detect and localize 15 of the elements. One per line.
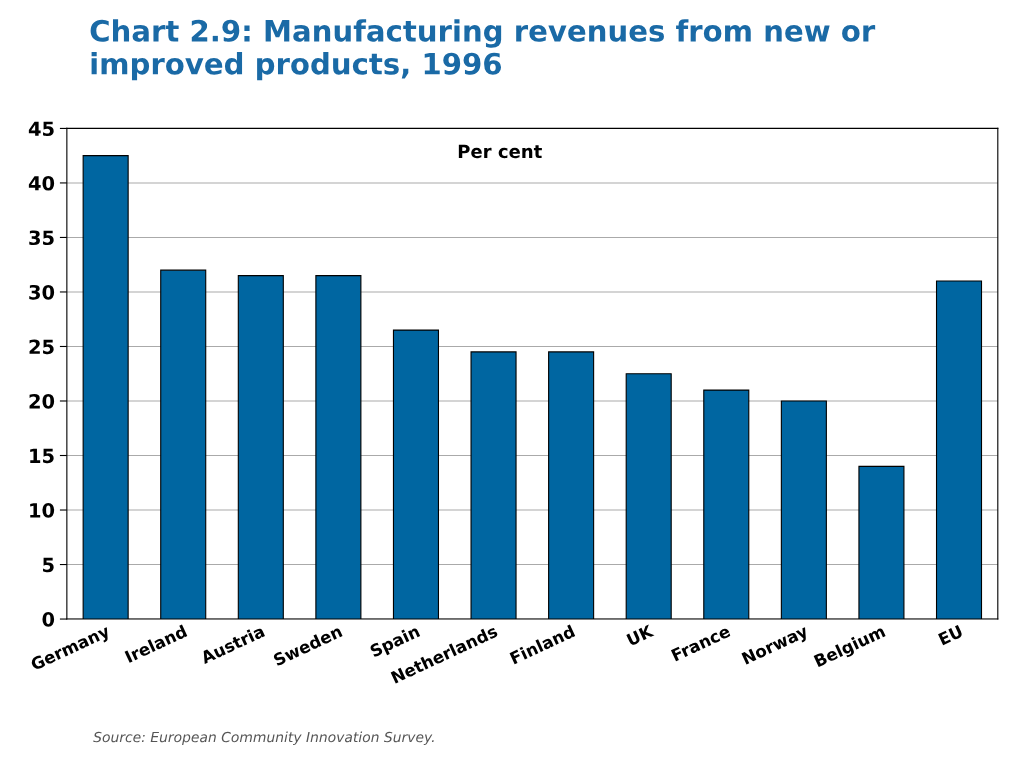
y-tick-label: 10 <box>30 502 55 518</box>
y-tick-label: 5 <box>43 557 54 573</box>
y-tick-label: 25 <box>29 339 54 355</box>
y-tick-label: 40 <box>28 175 55 191</box>
y-tick-label: 35 <box>29 230 54 246</box>
x-tick-label: UK <box>626 624 655 647</box>
y-tick-label: 45 <box>28 121 54 137</box>
x-tick-label: EU <box>938 625 964 646</box>
y-tick-label: 20 <box>29 393 55 409</box>
y-tick-label: 0 <box>42 612 55 627</box>
y-axis-title: Per cent <box>458 144 542 159</box>
chart-title: Chart 2.9: Manufacturing revenues from new or improved products, 1996 <box>90 19 876 81</box>
y-tick-label: 30 <box>29 284 55 300</box>
source-note: Source: European Community Innovation Survey. <box>93 731 434 745</box>
y-tick-label: 15 <box>30 448 54 464</box>
